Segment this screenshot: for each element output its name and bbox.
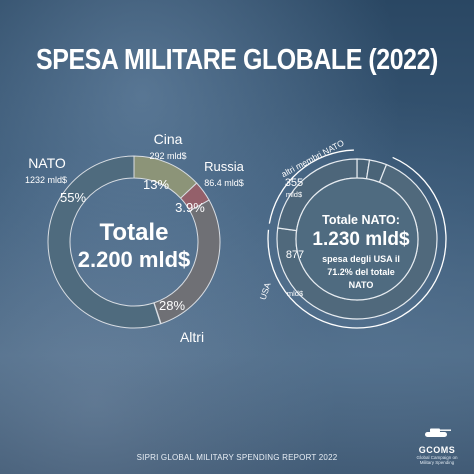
nato-center-line-4: 71.2% del totale: [327, 267, 395, 277]
nato-center-line-5: NATO: [349, 280, 374, 290]
percent-label-russia: 3.9%: [175, 200, 205, 215]
slice-name-usa: USA: [258, 281, 273, 301]
segment-brackets: [267, 149, 447, 329]
slice-value-usa: 877: [286, 249, 304, 261]
nato-center-line-3: spesa degli USA il: [322, 254, 400, 264]
slice-value-altri: 355: [285, 177, 303, 189]
slice-nato: [47, 155, 162, 329]
global-slice-labels: 55% 13% 3.9% 28% NATO 1232 mld$ Cina 292 mld$ Ru…: [25, 131, 245, 345]
slice-unit-usa: mld$: [287, 289, 304, 298]
gcoms-logo: GCOMS Global Campaign on Military Spendi…: [410, 426, 464, 465]
logo-tagline: Global Campaign on Military Spending: [416, 455, 458, 465]
center-label-line-1: Totale: [100, 219, 169, 246]
global-spending-donut: [47, 155, 221, 329]
slice-name-russia: Russia: [204, 159, 245, 174]
percent-label-cina: 13%: [143, 177, 169, 192]
source-footer: SIPRI GLOBAL MILITARY SPENDING REPORT 20…: [136, 453, 338, 462]
slice-amount-cina: 292 mld$: [149, 151, 186, 161]
percent-label-altri: 28%: [159, 298, 185, 313]
slice-amount-nato: 1232 mld$: [25, 175, 67, 185]
nato-center-line-1: Totale NATO:: [322, 213, 400, 227]
slice-amount-russia: 86.4 mld$: [204, 178, 244, 188]
nato-inner-disc: [295, 177, 419, 301]
usa-bracket: [267, 156, 447, 329]
nato-center-line-2: 1.230 mld$: [312, 229, 410, 250]
altri-bracket: [268, 149, 354, 224]
page-title: SPESA MILITARE GLOBALE (2022): [36, 44, 438, 76]
slice-altri: [153, 199, 221, 325]
slice-name-altri: Altri: [180, 329, 204, 345]
slice-unit-altri: mld$: [286, 190, 303, 199]
percent-label-nato: 55%: [60, 190, 86, 205]
tank-icon: [425, 428, 451, 437]
nato-spending-donut: [267, 149, 447, 329]
nato-total-label: Totale NATO: 1.230 mld$ spesa degli USA il…: [312, 213, 410, 290]
slice-name-nato: NATO: [28, 155, 66, 171]
logo-name: GCOMS: [418, 445, 456, 455]
slice-name-cina: Cina: [154, 131, 183, 147]
center-label-line-2: 2.200 mld$: [78, 247, 191, 272]
